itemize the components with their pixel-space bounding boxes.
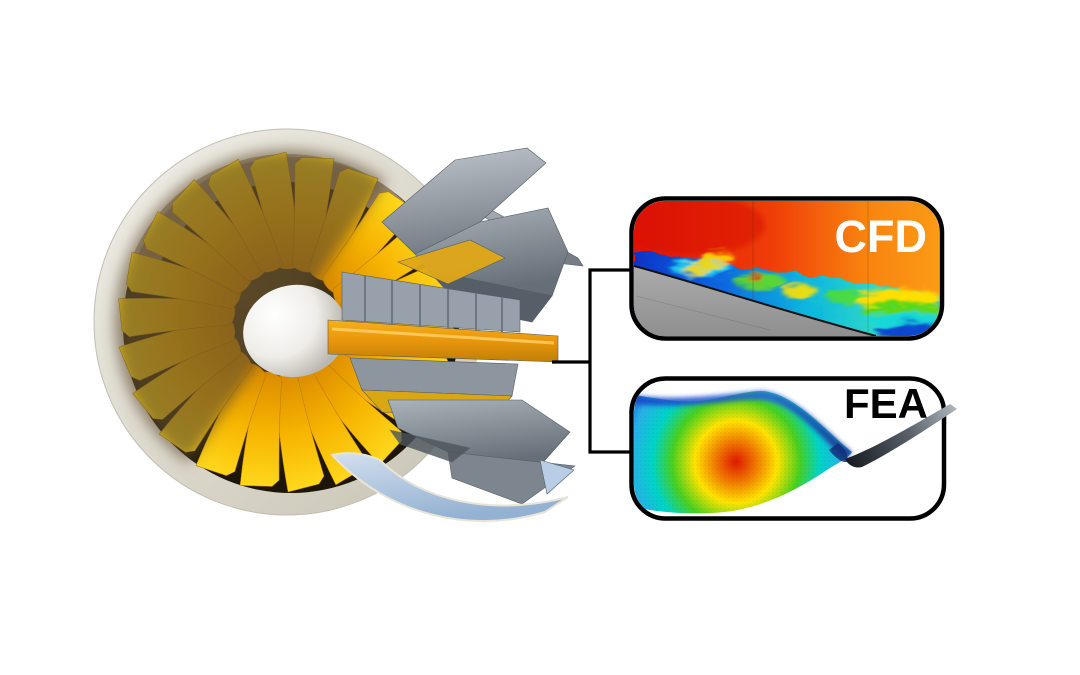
fea-blade-top-edge: [634, 391, 852, 459]
spinner-cone: [243, 284, 347, 378]
cfd-label: CFD: [835, 211, 927, 262]
fea-twist-node: [829, 443, 848, 463]
fea-blade-tip: [845, 404, 957, 468]
engine-core: [327, 147, 584, 522]
under-shadow: [389, 429, 471, 463]
bypass-cowl-blue: [330, 452, 569, 522]
bypass-cowl-tip: [539, 459, 575, 495]
gold-internals-top: [397, 239, 506, 285]
fea-panel-border: [629, 376, 947, 521]
cfd-panel-border: [629, 196, 945, 341]
turbofan-engine-illustration: [93, 128, 584, 522]
cfd-simulation-art: [634, 201, 940, 336]
fea-panel: FEA: [629, 376, 957, 521]
cfd-panel: CFD: [629, 196, 945, 341]
fea-label: FEA: [844, 380, 928, 427]
fan-shadow-overlay: [114, 149, 387, 464]
connector-bracket: [552, 268, 632, 454]
